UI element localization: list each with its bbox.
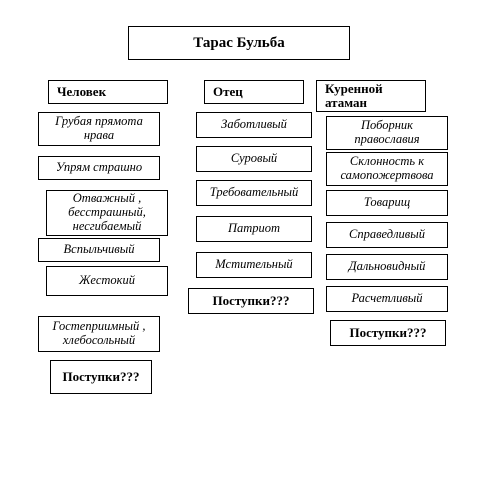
- column-header-person: Человек: [48, 80, 168, 104]
- trait-item: Требовательный: [196, 180, 312, 206]
- trait-item: Гостеприимный , хлебосольный: [38, 316, 160, 352]
- trait-item: Грубая прямота нрава: [38, 112, 160, 146]
- trait-text: Заботливый: [221, 118, 287, 132]
- trait-item: Склонность к самопожертвова: [326, 152, 448, 186]
- actions-box: Поступки???: [188, 288, 314, 314]
- trait-item: Патриот: [196, 216, 312, 242]
- action-text: Поступки???: [62, 370, 139, 384]
- trait-text: Товарищ: [364, 196, 410, 210]
- trait-text: Расчетливый: [351, 292, 422, 306]
- trait-text: Суровый: [231, 152, 277, 166]
- trait-item: Расчетливый: [326, 286, 448, 312]
- trait-item: Мстительный: [196, 252, 312, 278]
- header-text: Отец: [213, 85, 243, 99]
- trait-text: Гостеприимный , хлебосольный: [43, 320, 155, 348]
- action-text: Поступки???: [212, 294, 289, 308]
- trait-text: Патриот: [228, 222, 280, 236]
- trait-text: Отважный , бесстрашный, несгибаемый: [51, 192, 163, 233]
- column-header-ataman: Куренной атаман: [316, 80, 426, 112]
- trait-item: Товарищ: [326, 190, 448, 216]
- trait-text: Мстительный: [215, 258, 292, 272]
- trait-text: Грубая прямота нрава: [43, 115, 155, 143]
- diagram-title: Тарас Бульба: [128, 26, 350, 60]
- trait-item: Вспыльчивый: [38, 238, 160, 262]
- trait-text: Поборник православия: [331, 119, 443, 147]
- trait-text: Справедливый: [349, 228, 425, 242]
- trait-item: Отважный , бесстрашный, несгибаемый: [46, 190, 168, 236]
- action-text: Поступки???: [349, 326, 426, 340]
- trait-text: Упрям страшно: [56, 161, 142, 175]
- trait-item: Суровый: [196, 146, 312, 172]
- trait-text: Требовательный: [210, 186, 299, 200]
- trait-text: Вспыльчивый: [64, 243, 135, 257]
- trait-item: Поборник православия: [326, 116, 448, 150]
- trait-item: Жестокий: [46, 266, 168, 296]
- actions-box: Поступки???: [50, 360, 152, 394]
- trait-text: Склонность к самопожертвова: [331, 155, 443, 183]
- trait-text: Дальновидный: [349, 260, 426, 274]
- actions-box: Поступки???: [330, 320, 446, 346]
- header-text: Куренной атаман: [325, 82, 421, 111]
- trait-item: Заботливый: [196, 112, 312, 138]
- title-text: Тарас Бульба: [193, 35, 284, 52]
- column-header-father: Отец: [204, 80, 304, 104]
- trait-text: Жестокий: [79, 274, 135, 288]
- trait-item: Справедливый: [326, 222, 448, 248]
- trait-item: Упрям страшно: [38, 156, 160, 180]
- trait-item: Дальновидный: [326, 254, 448, 280]
- header-text: Человек: [57, 85, 106, 99]
